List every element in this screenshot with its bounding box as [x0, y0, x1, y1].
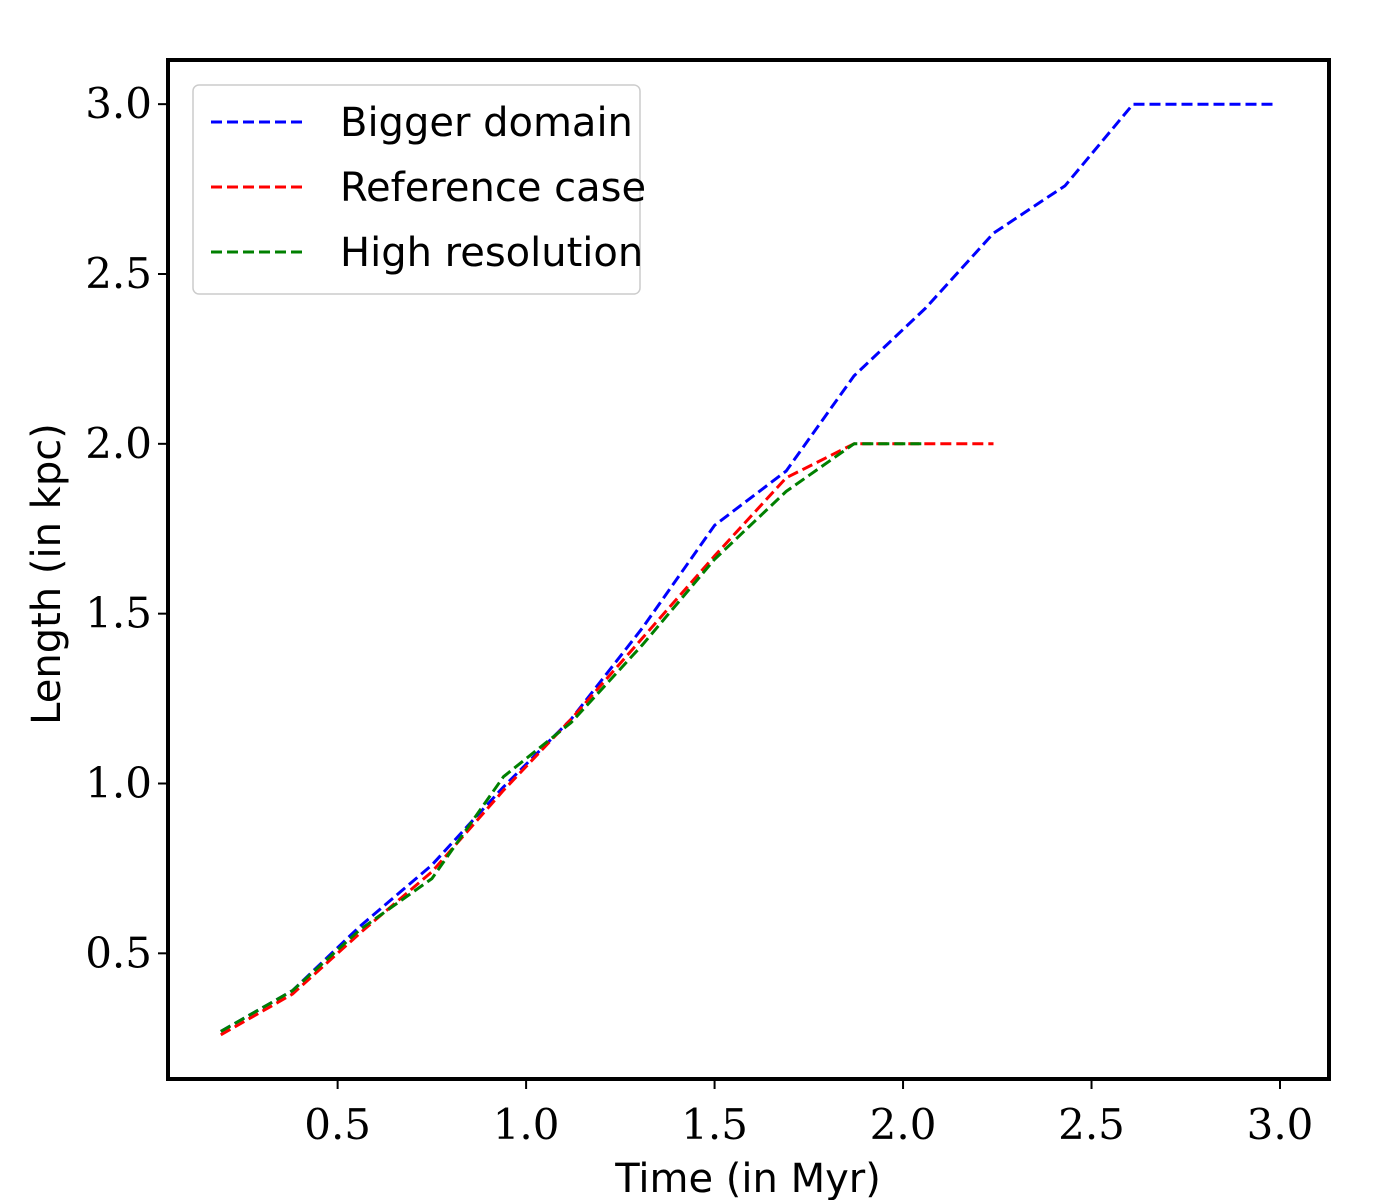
series-line-bigger-domain — [220, 102, 1273, 1033]
legend-label-bigger-domain: Bigger domain — [340, 100, 633, 146]
legend: Bigger domain Reference case High resoluti… — [192, 84, 646, 295]
y-axis-label: Length (in kpc) — [24, 423, 70, 725]
y-tick-label: 3.0 — [85, 79, 152, 128]
plot-frame — [166, 58, 1331, 1081]
x-tick-label: 1.0 — [493, 1100, 560, 1149]
x-axis-ticks: 0.5 1.0 1.5 2.0 2.5 3.0 — [304, 1079, 1313, 1149]
series-line-reference-case — [220, 442, 994, 1037]
plot-lines — [220, 102, 1273, 1037]
x-tick-label: 3.0 — [1247, 1100, 1314, 1149]
series-line-high-resolution — [220, 442, 926, 1033]
legend-items: Bigger domain Reference case High resoluti… — [211, 100, 646, 276]
legend-label-reference-case: Reference case — [340, 165, 646, 211]
y-tick-label: 2.5 — [85, 249, 152, 298]
y-tick-label: 1.5 — [85, 589, 152, 638]
legend-label-high-resolution: High resolution — [340, 230, 643, 276]
x-tick-label: 0.5 — [304, 1100, 371, 1149]
y-tick-label: 2.0 — [85, 419, 152, 468]
legend-box — [192, 84, 641, 295]
y-tick-label: 1.0 — [85, 758, 152, 807]
x-axis-label: Time (in Myr) — [614, 1156, 881, 1200]
x-tick-label: 2.5 — [1058, 1100, 1125, 1149]
y-axis-ticks: 0.5 1.0 1.5 2.0 2.5 3.0 — [85, 79, 168, 977]
x-tick-label: 2.0 — [870, 1100, 937, 1149]
y-tick-label: 0.5 — [85, 928, 152, 977]
x-tick-label: 1.5 — [681, 1100, 748, 1149]
